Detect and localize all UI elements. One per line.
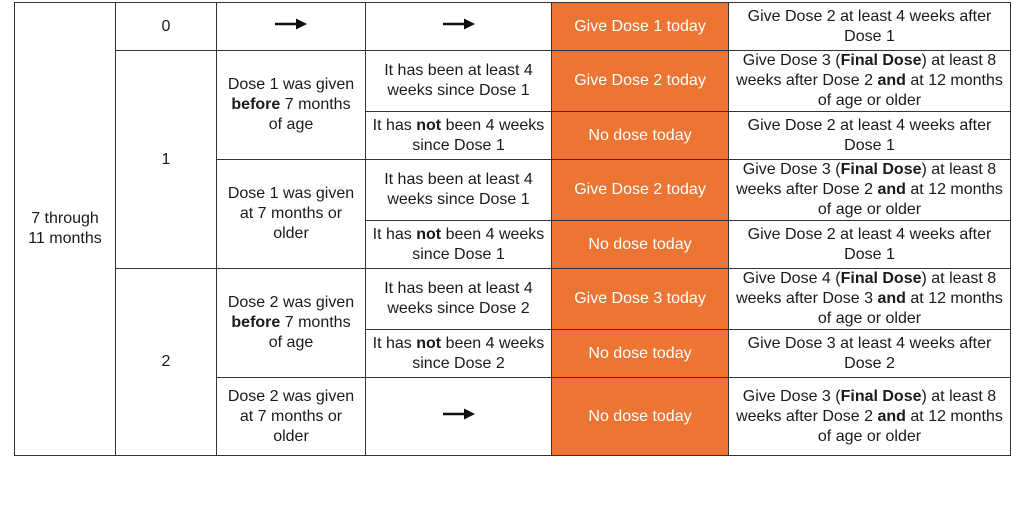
and-bold: and xyxy=(877,290,906,307)
action-cell: Give Dose 2 today xyxy=(551,159,729,221)
next-text: Give Dose 3 ( xyxy=(742,161,841,178)
interval-cell: It has not been 4 weeks since Dose 1 xyxy=(365,111,552,160)
interval-text: been 4 weeks since Dose 1 xyxy=(412,225,545,263)
arrow-right-icon xyxy=(442,408,475,419)
interval-text: It has xyxy=(372,225,417,243)
condition-text: Dose 1 was given xyxy=(227,76,355,93)
row-dose-1-a: 1 Dose 1 was given before 7 months of ag… xyxy=(15,50,1011,269)
action-cell: Give Dose 2 today xyxy=(551,50,729,112)
next-dose-cell: Give Dose 3 (Final Dose) at least 8 week… xyxy=(728,50,1011,112)
interval-cell: It has not been 4 weeks since Dose 1 xyxy=(365,220,552,269)
and-bold: and xyxy=(877,181,906,198)
row-dose-2-a: 2 Dose 2 was given before 7 months of ag… xyxy=(15,268,1011,456)
next-text: Give Dose 4 ( xyxy=(742,270,841,287)
action-cell: No dose today xyxy=(551,329,729,378)
doses-count-cell: 0 xyxy=(115,2,217,51)
row-dose-2-b: It has not been 4 weeks since Dose 2 No … xyxy=(15,329,1011,378)
next-dose-cell: Give Dose 4 (Final Dose) at least 8 week… xyxy=(728,268,1011,330)
interval-text: been 4 weeks since Dose 2 xyxy=(412,334,545,372)
interval-cell: It has not been 4 weeks since Dose 2 xyxy=(365,329,552,378)
next-text: at 12 months of age or older xyxy=(817,407,1003,445)
condition-cell: Dose 2 was given before 7 months of age xyxy=(216,268,366,378)
arrow-right-icon xyxy=(275,18,307,29)
next-text: Give Dose 3 ( xyxy=(742,387,841,405)
doses-count-cell: 2 xyxy=(115,268,217,456)
next-text: at 12 months of age or older xyxy=(817,72,1003,109)
age-group-cell: 7 through 11 months xyxy=(14,2,116,456)
dosing-table: 7 through 11 months 0 Give Dose 1 today … xyxy=(14,2,1011,456)
action-cell: No dose today xyxy=(551,220,729,269)
interval-cell: It has been at least 4 weeks since Dose … xyxy=(365,159,552,221)
next-dose-cell: Give Dose 2 at least 4 weeks after Dose … xyxy=(728,220,1011,269)
action-cell: Give Dose 3 today xyxy=(551,268,729,330)
next-text: ) at least 8 weeks after Dose 2 xyxy=(736,161,997,198)
next-text: at 12 months of age or older xyxy=(817,290,1003,327)
interval-cell xyxy=(365,377,552,456)
row-dose-1-d: It has not been 4 weeks since Dose 1 No … xyxy=(15,220,1011,269)
not-bold: not xyxy=(416,225,442,243)
condition-cell: Dose 1 was given at 7 months or older xyxy=(216,159,366,269)
next-dose-cell: Give Dose 2 at least 4 weeks after Dose … xyxy=(728,2,1011,51)
row-dose-0: 7 through 11 months 0 Give Dose 1 today … xyxy=(14,2,1011,456)
condition-text: Dose 2 was given xyxy=(227,294,355,311)
not-bold: not xyxy=(416,334,442,352)
next-text: Give Dose 3 ( xyxy=(742,52,841,69)
arrow-right-icon xyxy=(442,18,475,29)
condition-text: 7 months of age xyxy=(268,314,351,351)
doses-count-cell: 1 xyxy=(115,50,217,269)
interval-cell: It has been at least 4 weeks since Dose … xyxy=(365,50,552,112)
not-bold: not xyxy=(416,116,442,134)
next-dose-cell: Give Dose 3 at least 4 weeks after Dose … xyxy=(728,329,1011,378)
interval-text: been 4 weeks since Dose 1 xyxy=(412,116,545,154)
row-dose-2-c: Dose 2 was given at 7 months or older No… xyxy=(15,377,1011,456)
final-dose-bold: Final Dose xyxy=(840,52,922,69)
row-dose-1-c: Dose 1 was given at 7 months or older It… xyxy=(15,159,1011,269)
next-text: ) at least 8 weeks after Dose 3 xyxy=(736,270,997,307)
action-cell: No dose today xyxy=(551,377,729,456)
next-dose-cell: Give Dose 2 at least 4 weeks after Dose … xyxy=(728,111,1011,160)
final-dose-bold: Final Dose xyxy=(840,161,922,178)
final-dose-bold: Final Dose xyxy=(840,387,922,405)
interval-text: It has xyxy=(372,116,417,134)
next-text: ) at least 8 weeks after Dose 2 xyxy=(736,387,997,425)
next-text: at 12 months of age or older xyxy=(817,181,1003,218)
interval-cell: It has been at least 4 weeks since Dose … xyxy=(365,268,552,330)
action-cell: Give Dose 1 today xyxy=(551,2,729,51)
condition-bold: before xyxy=(231,96,281,113)
condition-cell: Dose 1 was given before 7 months of age xyxy=(216,50,366,160)
and-bold: and xyxy=(877,407,906,425)
condition-cell: Dose 2 was given at 7 months or older xyxy=(216,377,366,456)
next-dose-cell: Give Dose 3 (Final Dose) at least 8 week… xyxy=(728,159,1011,221)
action-cell: No dose today xyxy=(551,111,729,160)
row-dose-1-b: It has not been 4 weeks since Dose 1 No … xyxy=(15,111,1011,160)
condition-text: 7 months of age xyxy=(268,96,351,133)
condition-cell xyxy=(216,2,366,51)
next-dose-cell: Give Dose 3 (Final Dose) at least 8 week… xyxy=(728,377,1011,456)
and-bold: and xyxy=(877,72,906,89)
next-text: ) at least 8 weeks after Dose 2 xyxy=(736,52,997,89)
condition-bold: before xyxy=(231,314,281,331)
interval-text: It has xyxy=(372,334,417,352)
final-dose-bold: Final Dose xyxy=(840,270,922,287)
interval-cell xyxy=(365,2,552,51)
